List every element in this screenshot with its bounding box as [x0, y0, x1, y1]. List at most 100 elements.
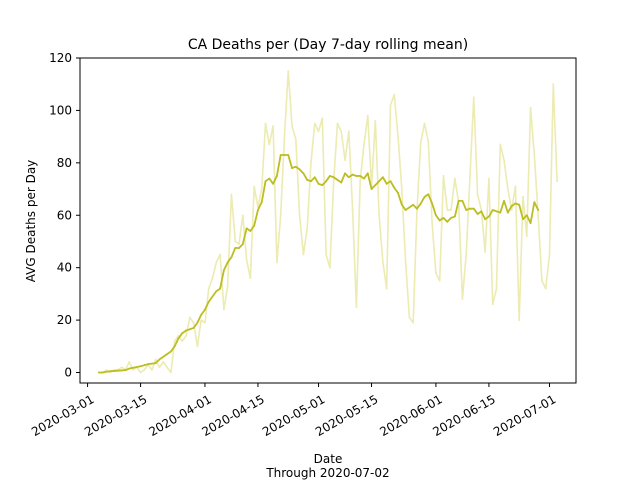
rolling-mean-point: [363, 177, 365, 180]
rolling-mean-point: [219, 287, 221, 290]
rolling-mean-point: [264, 180, 267, 183]
rolling-mean-point: [378, 180, 381, 183]
daily-deaths-point: [469, 175, 471, 177]
daily-deaths-point: [465, 253, 468, 256]
rolling-mean-point: [435, 214, 437, 217]
daily-deaths-point: [484, 251, 487, 253]
rolling-mean-point: [488, 215, 490, 218]
daily-deaths-point: [529, 106, 532, 109]
rolling-mean-point: [249, 230, 252, 232]
rolling-mean-point: [294, 165, 297, 168]
rolling-mean-point: [423, 196, 426, 198]
rolling-mean-point: [347, 176, 350, 179]
y-tick-label: 0: [64, 366, 72, 380]
y-tick-label: 100: [49, 103, 72, 117]
rolling-mean-point: [412, 203, 415, 206]
daily-deaths-point: [461, 298, 464, 301]
daily-deaths-point: [196, 345, 199, 348]
rolling-mean-point: [169, 350, 172, 353]
rolling-mean-point: [506, 211, 509, 214]
daily-deaths-point: [548, 253, 551, 256]
rolling-mean-point: [457, 199, 460, 202]
rolling-mean-point: [302, 172, 305, 175]
daily-deaths-point: [552, 83, 555, 86]
daily-deaths-point: [120, 366, 123, 369]
daily-deaths-point: [154, 358, 157, 361]
rolling-mean-point: [124, 369, 127, 372]
rolling-mean-point: [382, 176, 384, 179]
rolling-mean-point: [113, 370, 115, 372]
y-tick-label: 60: [57, 208, 72, 222]
daily-deaths-point: [446, 209, 449, 211]
daily-deaths-point: [453, 177, 456, 180]
daily-deaths-point: [427, 140, 430, 143]
daily-deaths-point: [192, 321, 195, 324]
daily-deaths-point: [275, 261, 278, 264]
rolling-mean-point: [188, 328, 191, 331]
daily-deaths-point: [241, 214, 244, 217]
chart-title: CA Deaths per (Day 7-day rolling mean): [188, 37, 468, 53]
daily-deaths-point: [325, 253, 328, 256]
daily-deaths-line: [98, 70, 558, 374]
rolling-mean-point: [139, 365, 142, 368]
daily-deaths-point: [272, 125, 274, 128]
rolling-mean-point: [181, 332, 184, 335]
y-tick-label: 40: [57, 261, 72, 275]
daily-deaths-point: [105, 369, 108, 371]
rolling-mean-point: [241, 243, 244, 245]
rolling-mean-point: [105, 370, 108, 373]
daily-deaths-point: [298, 214, 301, 217]
daily-deaths-point: [518, 319, 521, 321]
daily-deaths-point: [514, 185, 517, 188]
daily-deaths-point: [139, 371, 142, 374]
rolling-mean-point: [173, 345, 176, 348]
rolling-mean-point: [522, 218, 524, 221]
rolling-mean-point: [472, 207, 475, 210]
daily-deaths-point: [188, 316, 191, 319]
rolling-mean-point: [222, 269, 225, 272]
rolling-mean-point: [245, 227, 248, 230]
daily-deaths-point: [431, 222, 434, 225]
rolling-mean-point: [370, 188, 373, 190]
daily-deaths-point: [294, 138, 297, 141]
daily-deaths-point: [302, 253, 305, 256]
daily-deaths-point: [291, 125, 293, 128]
rolling-mean-point: [442, 216, 445, 219]
rolling-mean-point: [340, 181, 343, 184]
daily-deaths-point: [450, 209, 452, 211]
rolling-mean-point: [427, 193, 430, 196]
daily-deaths-point: [211, 277, 214, 280]
daily-deaths-point: [397, 135, 399, 138]
rolling-mean-point: [537, 209, 540, 211]
rolling-mean-point: [499, 211, 502, 214]
daily-deaths-point: [419, 140, 422, 143]
rolling-mean-point: [514, 202, 517, 205]
rolling-mean-point: [120, 369, 123, 372]
rolling-mean-point: [431, 202, 434, 205]
daily-deaths-point: [412, 321, 415, 324]
rolling-mean-point: [215, 290, 218, 293]
rolling-mean-point: [450, 216, 452, 219]
daily-deaths-point: [162, 361, 165, 363]
rolling-mean-point: [465, 209, 468, 211]
daily-deaths-point: [204, 321, 206, 324]
rolling-mean-point: [158, 358, 161, 361]
rolling-mean-point: [332, 176, 335, 179]
rolling-mean-point: [359, 175, 362, 177]
y-axis-label: AVG Deaths per Day: [24, 160, 38, 283]
daily-deaths-point: [177, 334, 180, 337]
rolling-mean-point: [234, 247, 237, 249]
daily-deaths-point: [544, 287, 547, 290]
rolling-mean-point: [291, 167, 293, 169]
rolling-mean-point: [393, 186, 396, 189]
rolling-mean-point: [529, 222, 532, 225]
daily-deaths-point: [310, 161, 312, 164]
rolling-mean-point: [484, 218, 487, 221]
y-axis: 0 20 40 60 80 100 120: [49, 51, 80, 380]
daily-deaths-point: [359, 180, 362, 183]
rolling-mean-point: [154, 362, 157, 364]
rolling-mean-point: [389, 180, 392, 183]
daily-deaths-point: [287, 70, 290, 72]
